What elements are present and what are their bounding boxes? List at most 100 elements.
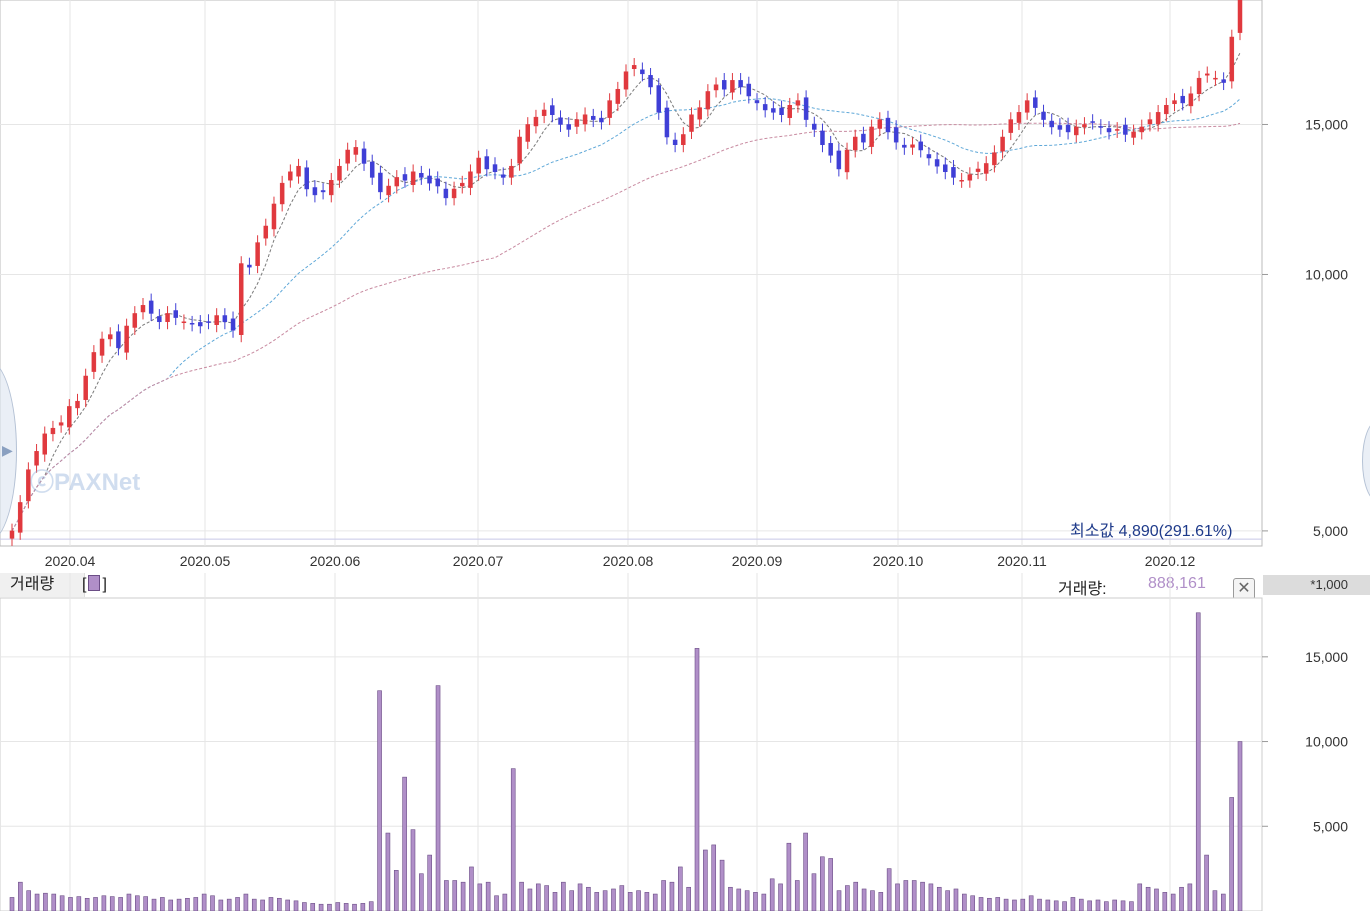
candle: [852, 129, 858, 158]
candle-body: [116, 331, 121, 349]
chevron-left-icon[interactable]: ▶: [2, 442, 13, 458]
volume-bar: [268, 897, 274, 911]
candle-body: [386, 185, 391, 196]
candle: [50, 420, 56, 442]
candle: [1033, 90, 1038, 116]
volume-readout-label: 거래량:: [1058, 581, 1107, 598]
volume-bar: [878, 892, 884, 911]
candle: [656, 78, 661, 120]
candle: [713, 77, 719, 98]
candle: [893, 120, 899, 150]
volume-bar: [769, 878, 775, 911]
candle: [1090, 114, 1095, 130]
candle-body: [222, 315, 228, 323]
candle-body: [402, 174, 408, 181]
candle-body: [83, 375, 88, 400]
candle: [345, 142, 350, 171]
candle-body: [214, 315, 219, 325]
candle: [623, 64, 629, 97]
candle: [107, 327, 113, 347]
volume-bar: [251, 898, 257, 911]
candle-body: [378, 172, 383, 193]
candle-body: [705, 91, 711, 110]
candle: [746, 76, 752, 104]
candle: [361, 141, 367, 171]
volume-bar: [343, 903, 349, 911]
y-tick-label: 15,000: [1305, 116, 1348, 132]
volume-bar: [987, 897, 992, 911]
volume-bar: [76, 896, 82, 911]
candle-body: [1016, 112, 1022, 123]
x-tick-label: 2020.07: [453, 553, 504, 569]
volume-bar: [393, 870, 399, 911]
volume-bar: [126, 893, 132, 911]
candle: [820, 123, 825, 153]
candle: [329, 172, 334, 203]
volume-bar: [569, 890, 575, 911]
candle: [1188, 86, 1194, 114]
candle: [500, 167, 506, 185]
volume-bar: [477, 883, 483, 911]
volume-bar: [368, 901, 374, 911]
volume-bar: [577, 883, 583, 911]
candle-body: [541, 109, 547, 116]
candle: [116, 324, 121, 356]
volume-bar: [652, 893, 658, 911]
volume-bar: [469, 866, 474, 911]
x-tick-label: 2020.08: [603, 553, 654, 569]
candle-body: [533, 116, 539, 127]
volume-bar: [385, 832, 391, 911]
candle-body: [713, 84, 719, 91]
candle-body: [1041, 111, 1046, 120]
candle: [828, 135, 833, 163]
candle-body: [34, 451, 39, 466]
candle: [238, 256, 244, 343]
candle-body: [230, 318, 236, 331]
candle: [640, 62, 645, 82]
volume-bar: [93, 897, 98, 911]
candle-body: [1106, 128, 1112, 133]
candle: [967, 167, 973, 188]
candle: [1049, 113, 1054, 135]
candle: [1155, 105, 1161, 132]
candle: [591, 108, 596, 128]
volume-bar: [669, 881, 675, 911]
volume-bar: [1062, 901, 1067, 911]
candle: [992, 145, 997, 173]
volume-bar: [1154, 888, 1159, 911]
volume-bar: [1204, 854, 1209, 911]
candle: [803, 90, 809, 128]
volume-chart[interactable]: 5,000 10,000 15,000: [0, 573, 1370, 911]
x-tick-label: 2020.11: [997, 553, 1047, 569]
candle-body: [689, 114, 694, 132]
candle-body: [1082, 124, 1087, 128]
volume-bar: [109, 896, 115, 911]
x-tick-label: 2020.09: [732, 553, 783, 569]
volume-bar: [970, 895, 975, 911]
candle-body: [509, 165, 514, 178]
volume-bar: [1028, 895, 1034, 911]
candle: [1057, 118, 1063, 137]
volume-bar: [410, 829, 416, 911]
volume-bar: [1104, 901, 1109, 911]
candle-body: [844, 149, 850, 173]
candle-body: [1147, 119, 1153, 125]
price-chart[interactable]: 2020.04 2020.05 2020.06 2020.07 2020.08 2020.…: [0, 0, 1370, 573]
candle: [304, 160, 309, 197]
volume-bar: [895, 883, 900, 911]
candle: [599, 110, 604, 130]
candle: [1024, 93, 1030, 120]
candle-body: [304, 167, 309, 190]
candle: [247, 257, 252, 275]
candle: [427, 168, 432, 191]
candle-body: [672, 139, 678, 146]
candle: [959, 172, 964, 188]
candle-body: [1123, 124, 1128, 135]
candle-body: [1221, 79, 1226, 83]
candle-body: [320, 190, 326, 193]
volume-bar: [753, 892, 758, 911]
volume-bar: [435, 685, 441, 911]
candle: [1205, 66, 1210, 83]
candle: [607, 93, 612, 126]
candle-body: [762, 104, 768, 111]
